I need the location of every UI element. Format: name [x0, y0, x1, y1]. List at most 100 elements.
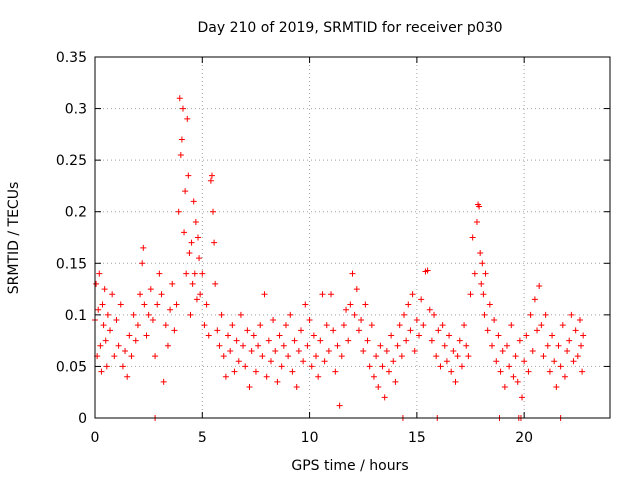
data-point	[479, 260, 486, 267]
data-point	[289, 368, 296, 375]
data-point	[197, 291, 204, 298]
data-point	[345, 337, 352, 344]
data-point	[381, 394, 388, 401]
data-point	[506, 363, 513, 370]
data-point	[553, 384, 560, 391]
data-point	[295, 347, 302, 354]
data-point	[578, 342, 585, 349]
data-point	[310, 332, 317, 339]
data-point	[463, 342, 470, 349]
data-point	[140, 244, 147, 251]
y-tick-label: 0.05	[56, 359, 87, 375]
data-point	[208, 172, 215, 179]
data-point	[435, 327, 442, 334]
data-point	[411, 347, 418, 354]
data-point	[501, 384, 508, 391]
data-point	[561, 373, 568, 380]
data-point	[383, 347, 390, 354]
data-point	[244, 327, 251, 334]
data-point	[458, 363, 465, 370]
data-point	[235, 358, 242, 365]
data-point	[229, 322, 236, 329]
data-point	[471, 270, 478, 277]
y-axis-label: SRMTID / TECUs	[6, 182, 22, 295]
data-point	[99, 301, 106, 308]
data-point	[193, 296, 200, 303]
data-point	[566, 337, 573, 344]
data-point	[340, 322, 347, 329]
data-point	[319, 291, 326, 298]
data-point	[576, 317, 583, 324]
data-point	[531, 296, 538, 303]
data-point	[488, 342, 495, 349]
data-point	[521, 358, 528, 365]
data-point	[428, 337, 435, 344]
data-point	[516, 337, 523, 344]
data-point	[177, 151, 184, 158]
data-point	[480, 291, 487, 298]
data-point	[351, 311, 358, 318]
data-point	[454, 353, 461, 360]
data-point	[568, 311, 575, 318]
data-point	[195, 234, 201, 241]
data-point	[413, 317, 420, 324]
data-point	[270, 317, 277, 324]
data-point	[508, 322, 515, 329]
data-point	[162, 322, 169, 329]
data-point	[401, 311, 407, 318]
data-point	[187, 311, 194, 318]
data-point	[263, 373, 270, 380]
data-point	[274, 378, 281, 385]
data-point	[190, 198, 197, 205]
data-point	[323, 322, 330, 329]
data-point	[398, 353, 405, 360]
data-point	[128, 353, 135, 360]
data-point	[184, 115, 191, 122]
y-tick-label: 0.3	[65, 102, 87, 118]
data-point	[477, 249, 484, 256]
data-point	[182, 188, 189, 195]
y-tick-label: 0.2	[65, 205, 87, 221]
x-tick-label: 10	[301, 430, 319, 446]
data-point	[169, 280, 176, 287]
data-point	[201, 322, 208, 329]
y-tick-label: 0.25	[56, 153, 87, 169]
x-axis-label: GPS time / hours	[291, 458, 408, 474]
data-point	[473, 219, 480, 226]
data-point	[255, 342, 262, 349]
axis-ticks: 0 0.05 0.1 0.15 0.2 0.25 0.3 0.35 0 5 10 15 20	[56, 50, 610, 446]
data-point	[579, 368, 586, 375]
data-point	[538, 322, 545, 329]
data-point	[564, 347, 571, 354]
data-point	[407, 327, 414, 334]
data-point	[211, 239, 218, 246]
data-point	[495, 332, 502, 339]
data-point	[527, 311, 534, 318]
x-tick-label: 20	[515, 430, 533, 446]
data-point	[353, 286, 360, 293]
data-point	[183, 270, 190, 277]
data-point	[544, 342, 551, 349]
data-point	[291, 337, 298, 344]
data-point	[252, 368, 259, 375]
data-point	[300, 358, 307, 365]
data-point	[167, 306, 174, 313]
data-point	[210, 208, 217, 215]
data-point	[134, 322, 141, 329]
data-point	[222, 373, 229, 380]
data-point	[546, 368, 553, 375]
data-point	[317, 337, 324, 344]
data-point	[308, 363, 315, 370]
data-point	[143, 332, 150, 339]
data-point	[377, 342, 384, 349]
data-point	[186, 249, 193, 256]
data-point	[160, 378, 167, 385]
data-point	[93, 280, 100, 287]
data-point	[196, 255, 203, 262]
data-point	[280, 342, 287, 349]
data-point	[175, 208, 182, 215]
data-point	[191, 270, 198, 277]
data-point	[102, 337, 109, 344]
data-point	[580, 332, 587, 339]
data-point	[192, 219, 199, 226]
